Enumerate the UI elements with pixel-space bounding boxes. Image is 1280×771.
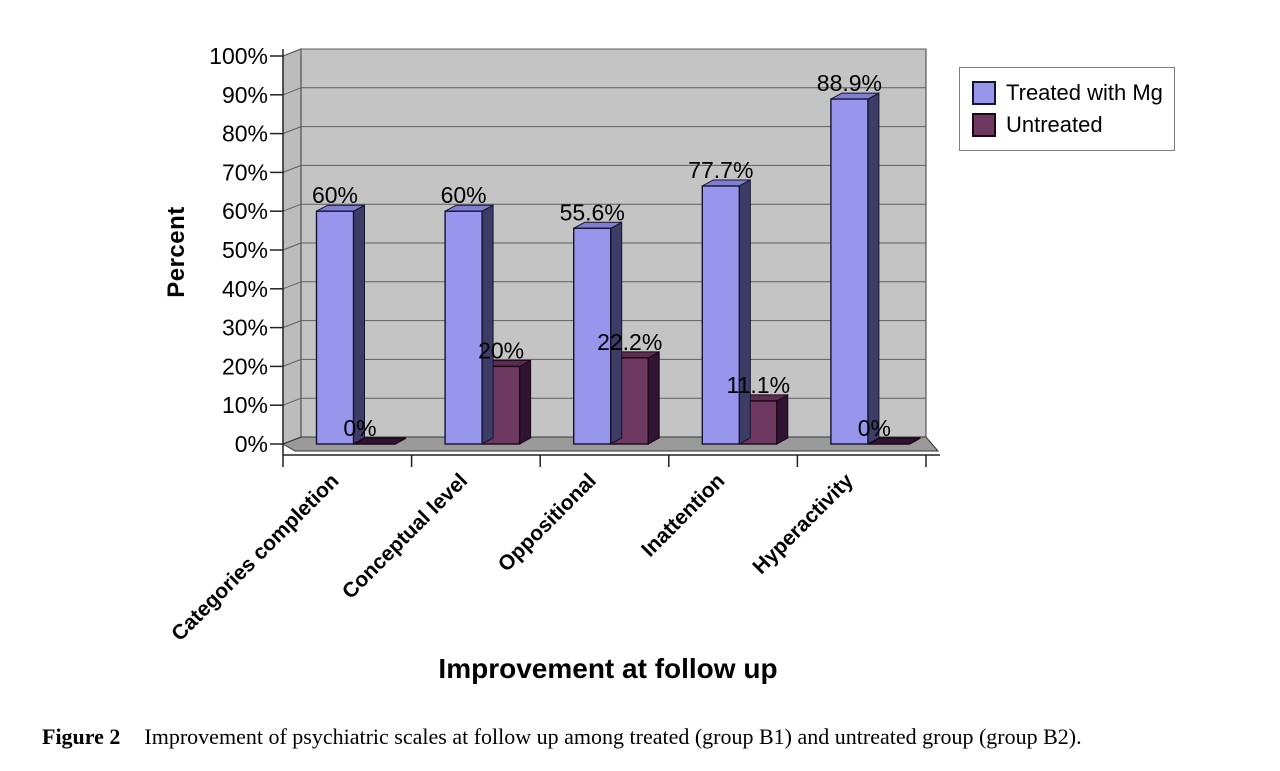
bar-treated-0-front <box>315 210 355 445</box>
gridline-wall-stub <box>282 203 302 212</box>
y-tick-label: 10% <box>222 392 268 418</box>
value-label-untreated-0: 0% <box>343 415 376 441</box>
bar-untreated-0-flat <box>353 437 407 445</box>
value-label-treated-2: 55.6% <box>560 199 625 225</box>
y-tick-label: 50% <box>222 237 268 263</box>
gridline-wall-stub <box>282 281 302 290</box>
figure-caption-label: Figure 2 <box>42 724 121 749</box>
y-tick-label: 100% <box>209 43 268 69</box>
bar-treated-2-front <box>573 227 612 445</box>
bar-treated-3-front <box>701 185 740 445</box>
legend-entry-treated: Treated with Mg <box>972 77 1163 109</box>
y-tick-label: 20% <box>222 353 268 379</box>
y-tick-label: 80% <box>222 121 268 147</box>
category-label-0: Categories completion <box>167 469 343 645</box>
gridline-wall-stub <box>282 358 302 367</box>
bar-untreated-4-flat <box>868 437 921 445</box>
gridline-wall-stub <box>282 126 302 135</box>
bar-treated-0-side <box>353 204 365 445</box>
bar-untreated-2-side <box>647 351 660 445</box>
bar-treated-1-side <box>481 204 494 445</box>
gridline-wall-stub <box>282 320 302 329</box>
bar-treated-3-side <box>738 179 751 445</box>
legend-label-untreated: Untreated <box>1006 112 1103 137</box>
y-tick-label: 60% <box>222 198 268 224</box>
gridline-wall-stub <box>282 87 302 96</box>
y-tick-label: 70% <box>222 159 268 185</box>
figure-caption: Figure 2 Improvement of psychiatric scale… <box>42 724 1252 750</box>
bar-treated-1-front <box>444 210 483 445</box>
gridline-wall-stub <box>282 242 302 251</box>
value-label-untreated-3: 11.1% <box>727 372 791 398</box>
y-tick-label: 0% <box>235 431 268 457</box>
y-tick-label: 90% <box>222 82 268 108</box>
value-label-untreated-4: 0% <box>858 415 891 441</box>
y-tick-label: 30% <box>222 315 268 341</box>
gridline-wall-stub <box>282 164 302 173</box>
legend-entry-untreated: Untreated <box>972 109 1162 141</box>
category-label-3: Inattention <box>637 469 729 561</box>
bar-treated-4-side <box>867 92 880 445</box>
legend-swatch-treated-icon <box>972 81 996 105</box>
bar-untreated-3-side <box>776 394 789 445</box>
value-label-treated-3: 77.7% <box>688 157 753 183</box>
gridline-wall-stub <box>282 397 302 406</box>
y-axis-title: Percent <box>163 206 190 298</box>
bar-treated-4-front <box>830 98 869 445</box>
gridline-wall-stub <box>282 48 302 57</box>
value-label-untreated-2: 22.2% <box>597 329 662 355</box>
bar-untreated-1-side <box>519 359 532 445</box>
x-axis-title: Improvement at follow up <box>438 653 778 684</box>
value-label-treated-4: 88.9% <box>817 70 882 96</box>
value-label-treated-0: 60% <box>312 182 358 208</box>
y-tick-label: 40% <box>222 276 268 302</box>
legend-label-treated: Treated with Mg <box>1006 80 1163 105</box>
legend: Treated with Mg Untreated <box>959 67 1175 151</box>
legend-swatch-untreated-icon <box>972 113 996 137</box>
value-label-untreated-1: 20% <box>478 337 524 363</box>
value-label-treated-1: 60% <box>441 182 487 208</box>
category-label-1: Conceptual level <box>338 469 472 603</box>
category-label-2: Oppositional <box>494 469 601 576</box>
figure-caption-text: Improvement of psychiatric scales at fol… <box>144 724 1082 749</box>
category-label-4: Hyperactivity <box>748 469 858 579</box>
